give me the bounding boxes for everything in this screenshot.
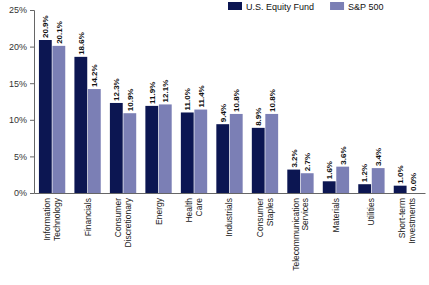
chart: 0% 5% 10% 15% 20% 25% 20.9% 18.6% 12.3% 11.9% 11.0… bbox=[0, 0, 429, 285]
bar bbox=[159, 104, 172, 193]
legend-label: S&P 500 bbox=[348, 2, 383, 12]
bar bbox=[323, 181, 336, 193]
data-label: 10.9% bbox=[126, 89, 135, 112]
y-tick-label: 20% bbox=[9, 42, 27, 52]
bar bbox=[74, 57, 87, 193]
bar bbox=[372, 168, 385, 193]
x-tick: Energy bbox=[154, 193, 164, 225]
data-label: 10.8% bbox=[232, 89, 241, 112]
bar bbox=[407, 193, 420, 194]
y-tick-label: 10% bbox=[9, 115, 27, 125]
bar bbox=[252, 128, 265, 193]
plot: 0% 5% 10% 15% 20% 25% 20.9% 18.6% 12.3% 11.9% 11.0… bbox=[9, 5, 426, 270]
data-label: 8.9% bbox=[254, 108, 263, 126]
y-tick-mark bbox=[30, 83, 34, 84]
bar bbox=[52, 46, 65, 193]
y-tick: 5% bbox=[14, 152, 34, 162]
data-label: 11.0% bbox=[183, 88, 192, 110]
legend-swatch bbox=[228, 2, 242, 10]
bar bbox=[39, 40, 52, 193]
x-tick-label: ConsumerStaples bbox=[255, 198, 274, 237]
x-tick: Industrials bbox=[224, 193, 234, 237]
y-tick: 25% bbox=[9, 5, 34, 15]
x-tick: TelecommunicationServices bbox=[291, 193, 310, 271]
data-label: 14.2% bbox=[90, 64, 99, 87]
y-tick: 15% bbox=[9, 79, 34, 89]
y-tick-label: 25% bbox=[9, 5, 27, 15]
bar bbox=[287, 170, 300, 193]
bar bbox=[181, 112, 194, 193]
x-tick: Materials bbox=[331, 193, 341, 232]
data-label: 20.9% bbox=[41, 15, 50, 38]
data-label: 2.7% bbox=[303, 153, 312, 171]
x-axis: InformationTechnology Financials ConsumerD… bbox=[35, 193, 426, 271]
x-tick: Utilities bbox=[366, 193, 376, 225]
x-tick-label: InformationTechnology bbox=[42, 197, 61, 241]
x-axis-line bbox=[35, 193, 426, 194]
legend-item: S&P 500 bbox=[330, 2, 383, 12]
y-tick-mark bbox=[30, 120, 34, 121]
x-tick-label: Short-termInvestments bbox=[397, 198, 416, 244]
x-tick-label: TelecommunicationServices bbox=[291, 198, 310, 271]
data-label: 11.9% bbox=[148, 82, 157, 104]
bar bbox=[145, 106, 158, 193]
x-tick: Financials bbox=[83, 193, 93, 236]
y-tick-mark bbox=[30, 156, 34, 157]
x-tick: InformationTechnology bbox=[42, 193, 61, 241]
data-label: 3.4% bbox=[374, 148, 383, 166]
data-label: 0.0% bbox=[409, 173, 418, 191]
bar bbox=[265, 114, 278, 193]
data-label: 1.6% bbox=[325, 161, 334, 179]
bar bbox=[123, 113, 136, 193]
legend: U.S. Equity Fund S&P 500 bbox=[228, 2, 383, 12]
data-label: 1.0% bbox=[396, 165, 405, 183]
bar bbox=[216, 124, 229, 193]
x-tick-label: HealthCare bbox=[184, 198, 203, 223]
x-tick-label: Energy bbox=[154, 197, 164, 225]
data-label: 3.2% bbox=[290, 149, 299, 167]
y-axis: 0% 5% 10% 15% 20% 25% bbox=[9, 5, 35, 198]
x-tick: ConsumerDiscretionary bbox=[113, 193, 132, 248]
bar bbox=[301, 173, 314, 193]
data-label: 11.4% bbox=[197, 85, 206, 107]
data-label: 10.8% bbox=[268, 89, 277, 112]
x-tick-label: Utilities bbox=[366, 198, 376, 225]
data-label: 9.4% bbox=[219, 104, 228, 122]
y-tick-label: 5% bbox=[14, 152, 27, 162]
y-tick: 0% bbox=[14, 188, 34, 198]
y-tick-mark bbox=[30, 10, 34, 11]
bar bbox=[194, 110, 207, 193]
bar bbox=[336, 167, 349, 193]
legend-label: U.S. Equity Fund bbox=[246, 2, 314, 12]
x-tick: Short-termInvestments bbox=[397, 193, 416, 244]
bars bbox=[39, 40, 407, 193]
data-label: 1.2% bbox=[360, 164, 369, 182]
legend-item: U.S. Equity Fund bbox=[228, 2, 314, 12]
bar bbox=[230, 114, 243, 193]
bar bbox=[394, 186, 407, 193]
x-tick-label: ConsumerDiscretionary bbox=[113, 197, 132, 247]
x-tick-label: Industrials bbox=[224, 198, 234, 237]
data-labels: 20.9% 18.6% 12.3% 11.9% 11.0% 9.4% 8.9% 3.2% 1.6… bbox=[41, 15, 418, 191]
y-axis-line bbox=[30, 11, 35, 194]
y-tick-label: 0% bbox=[14, 188, 27, 198]
y-tick: 10% bbox=[9, 115, 34, 125]
y-tick-mark bbox=[30, 193, 34, 194]
bar bbox=[88, 89, 101, 193]
y-tick-label: 15% bbox=[9, 79, 27, 89]
data-label: 3.6% bbox=[338, 146, 347, 164]
data-label: 12.1% bbox=[161, 80, 170, 103]
bar bbox=[110, 103, 123, 193]
data-label: 12.3% bbox=[112, 78, 121, 101]
x-tick-label: Materials bbox=[331, 198, 341, 232]
x-tick: ConsumerStaples bbox=[255, 193, 274, 237]
y-tick-mark bbox=[30, 47, 34, 48]
data-label: 18.6% bbox=[77, 32, 86, 55]
data-label: 20.1% bbox=[55, 21, 64, 44]
x-tick: HealthCare bbox=[184, 193, 203, 223]
x-tick-label: Financials bbox=[83, 198, 93, 236]
y-tick: 20% bbox=[9, 42, 34, 52]
bar bbox=[358, 184, 371, 193]
legend-swatch bbox=[330, 2, 344, 10]
